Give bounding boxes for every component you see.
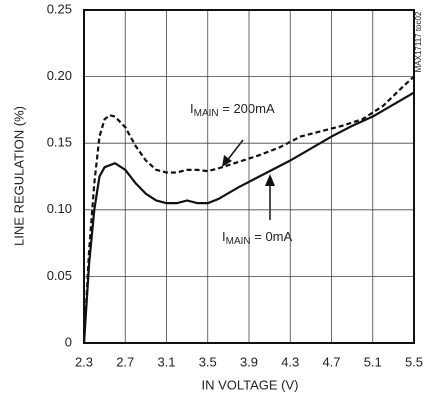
side-note: MAX17117 toc02 — [414, 11, 423, 72]
x-tick-label: 4.3 — [281, 354, 299, 369]
x-tick-label: 2.3 — [75, 354, 93, 369]
x-tick-label: 3.1 — [157, 354, 175, 369]
x-tick-label: 3.9 — [240, 354, 258, 369]
plot-frame — [83, 9, 415, 344]
annotation: IMAIN = 200mA — [190, 101, 275, 118]
y-tick-label: 0.20 — [47, 68, 72, 83]
line-series — [82, 75, 415, 344]
x-tick-label: 2.7 — [116, 354, 134, 369]
annotation-text: = 200mA — [219, 101, 275, 116]
y-tick-label: 0.05 — [47, 268, 72, 283]
y-tick-label: 0.10 — [47, 201, 72, 216]
x-tick-label: 5.5 — [405, 354, 423, 369]
y-tick-label: 0.25 — [47, 1, 72, 16]
annotation: IMAIN = 0mA — [222, 229, 292, 246]
annotation-arrows — [222, 139, 275, 220]
annotation-prefix: I — [190, 101, 194, 116]
annotation-prefix: I — [222, 229, 226, 244]
annotation-subscript: MAIN — [194, 108, 219, 119]
x-tick-label: 3.5 — [199, 354, 217, 369]
y-tick-label: 0.15 — [47, 135, 72, 150]
x-tick-label: 5.1 — [364, 354, 382, 369]
annotation-text: = 0mA — [251, 229, 293, 244]
x-axis-label: IN VOLTAGE (V) — [201, 377, 298, 392]
y-tick-label: 0 — [65, 334, 72, 349]
annotation-subscript: MAIN — [226, 236, 251, 247]
x-tick-label: 4.7 — [322, 354, 340, 369]
line-series — [82, 91, 415, 344]
y-axis-label: LINE REGULATION (%) — [11, 106, 26, 246]
